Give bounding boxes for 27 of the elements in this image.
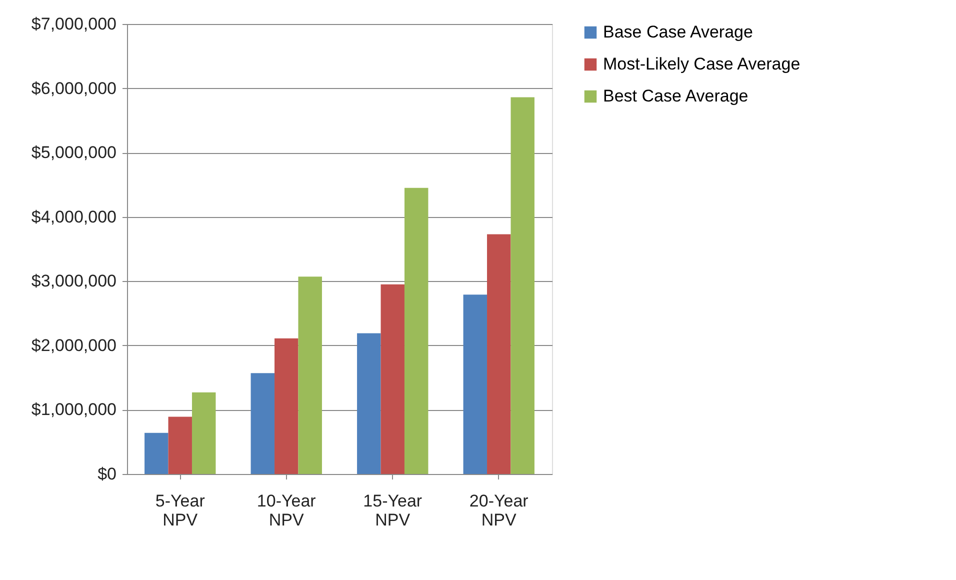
y-tick-label: $4,000,000	[31, 207, 116, 226]
x-tick-label: 15-Year NPV	[363, 492, 422, 530]
y-tick-label: $1,000,000	[31, 400, 116, 420]
bar	[510, 97, 534, 474]
y-tick-label: $2,000,000	[31, 336, 116, 355]
bar	[192, 392, 216, 474]
y-tick-label: $6,000,000	[31, 78, 116, 98]
bar	[380, 284, 404, 474]
legend-label: Most-Likely Case Average	[603, 54, 800, 74]
legend-label: Base Case Average	[603, 22, 753, 42]
bar	[250, 373, 275, 474]
bar	[463, 294, 488, 474]
x-tick-label: 5-Year NPV	[155, 492, 206, 530]
y-tick-label: $3,000,000	[31, 272, 116, 291]
bar	[274, 338, 298, 474]
bar	[168, 416, 192, 474]
y-tick-label: $5,000,000	[31, 143, 116, 162]
y-tick-label: $0	[98, 464, 116, 484]
x-tick-label: 10-Year NPV	[256, 492, 316, 530]
bar	[487, 234, 511, 474]
y-tick-label: $7,000,000	[31, 14, 116, 34]
bar	[357, 333, 381, 474]
bar	[144, 432, 168, 474]
legend-label: Best Case Average	[603, 86, 748, 106]
bar	[298, 276, 322, 474]
x-tick-label: 20-Year NPV	[469, 492, 529, 530]
bar	[404, 188, 428, 474]
